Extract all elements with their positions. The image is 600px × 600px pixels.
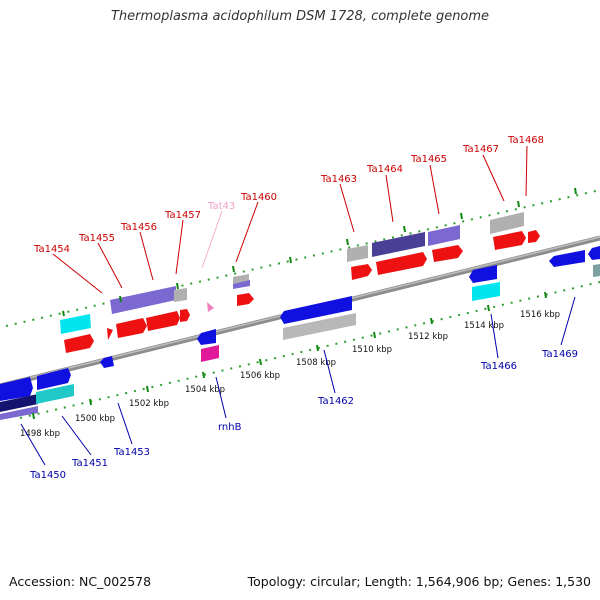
lower-feature-track xyxy=(0,246,600,420)
gene-box[interactable] xyxy=(237,293,254,306)
gene-box[interactable] xyxy=(100,356,114,368)
scale-tick-label: 1500 kbp xyxy=(75,414,115,424)
gene-box[interactable] xyxy=(372,232,425,257)
gene-box[interactable] xyxy=(207,302,214,312)
scale-tick-label: 1502 kbp xyxy=(129,399,169,409)
gene-box[interactable] xyxy=(0,377,33,401)
top-leader-lines xyxy=(52,145,528,294)
scale-tick-label: 1516 kbp xyxy=(520,310,560,320)
gene-box[interactable] xyxy=(0,406,38,420)
gene-box[interactable] xyxy=(283,313,356,340)
gene-box[interactable] xyxy=(146,311,180,331)
gene-box[interactable] xyxy=(549,250,585,267)
gene-box[interactable] xyxy=(110,286,176,314)
gene-box[interactable] xyxy=(60,314,91,334)
gene-box[interactable] xyxy=(432,245,463,262)
gene-label[interactable]: Ta1468 xyxy=(507,135,544,146)
gene-label[interactable]: Ta1455 xyxy=(78,233,115,244)
gene-label[interactable]: rnhB xyxy=(218,422,242,433)
gene-box[interactable] xyxy=(174,288,187,302)
scale-ticks-lower xyxy=(32,291,547,420)
gene-label[interactable]: Ta1451 xyxy=(71,458,108,469)
gene-box[interactable] xyxy=(376,252,427,275)
scale-tick-label: 1512 kbp xyxy=(408,332,448,342)
gene-box[interactable] xyxy=(197,329,216,345)
gene-label[interactable]: Ta1467 xyxy=(462,144,499,155)
gene-label[interactable]: Ta1462 xyxy=(317,396,354,407)
gene-label[interactable]: Ta1464 xyxy=(366,164,403,175)
bottom-leader-lines xyxy=(20,296,576,466)
scale-tick-label: 1514 kbp xyxy=(464,321,504,331)
gene-box[interactable] xyxy=(469,265,497,283)
gene-label[interactable]: Ta1460 xyxy=(240,192,277,203)
upper-feature-track xyxy=(60,212,540,353)
gene-label[interactable]: Ta1453 xyxy=(113,447,150,458)
gene-box[interactable] xyxy=(351,264,372,280)
gene-box[interactable] xyxy=(36,384,74,404)
gene-label[interactable]: Ta1466 xyxy=(480,361,517,372)
gene-box[interactable] xyxy=(490,212,524,234)
gene-box[interactable] xyxy=(347,245,368,262)
gene-box[interactable] xyxy=(280,296,352,324)
gene-box[interactable] xyxy=(64,334,94,353)
bottom-gene-labels: Ta1450 Ta1451 Ta1453 rnhB Ta1462 Ta1466 … xyxy=(29,349,578,481)
gene-box[interactable] xyxy=(428,225,460,246)
gene-box[interactable] xyxy=(0,394,38,412)
scale-tick-label: 1510 kbp xyxy=(352,345,392,355)
scale-tick-label: 1506 kbp xyxy=(240,371,280,381)
gene-box[interactable] xyxy=(37,368,71,390)
gene-box[interactable] xyxy=(588,246,600,260)
gene-label[interactable]: Tat43 xyxy=(207,201,235,212)
gene-label[interactable]: Ta1463 xyxy=(320,174,357,185)
gene-label[interactable]: Ta1450 xyxy=(29,470,66,481)
gene-label[interactable]: Ta1457 xyxy=(164,210,201,221)
genome-summary-label: Topology: circular; Length: 1,564,906 bp… xyxy=(247,574,591,589)
scale-tick-label: 1508 kbp xyxy=(296,358,336,368)
scale-tick-label: 1498 kbp xyxy=(20,429,60,439)
gene-label[interactable]: Ta1465 xyxy=(410,154,447,165)
gene-box[interactable] xyxy=(180,309,190,322)
gene-box[interactable] xyxy=(233,280,250,289)
gene-box[interactable] xyxy=(528,230,540,243)
accession-label: Accession: NC_002578 xyxy=(9,574,152,589)
inner-dotted-track xyxy=(19,281,600,419)
gene-box[interactable] xyxy=(201,345,219,362)
scale-tick-labels: 1498 kbp 1500 kbp 1502 kbp 1504 kbp 1506… xyxy=(20,310,560,439)
gene-box[interactable] xyxy=(593,264,600,277)
gene-label[interactable]: Ta1456 xyxy=(120,222,157,233)
scale-ticks-upper xyxy=(62,187,577,317)
gene-box[interactable] xyxy=(472,282,500,301)
top-gene-labels: Ta1454 Ta1455 Ta1456 Ta1457 Tat43 Ta1460… xyxy=(33,135,544,255)
gene-box[interactable] xyxy=(116,318,147,338)
gene-box[interactable] xyxy=(107,328,113,340)
scale-tick-label: 1504 kbp xyxy=(185,385,225,395)
gene-label[interactable]: Ta1454 xyxy=(33,244,70,255)
gene-label[interactable]: Ta1469 xyxy=(541,349,578,360)
gene-box[interactable] xyxy=(493,231,526,250)
map-title: Thermoplasma acidophilum DSM 1728, compl… xyxy=(110,9,490,24)
